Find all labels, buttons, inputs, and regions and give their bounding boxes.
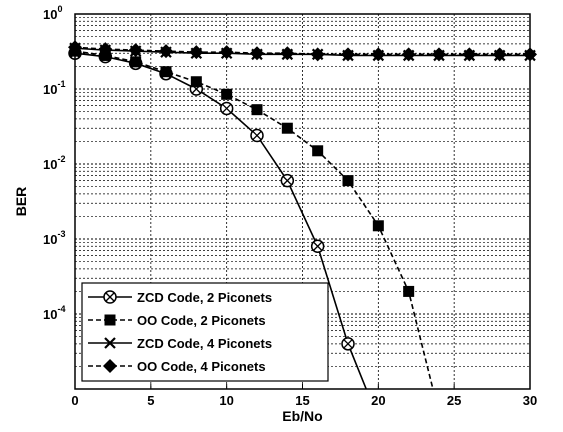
data-point: [221, 88, 233, 100]
data-point: [432, 47, 446, 62]
y-tick-label: 100: [43, 4, 62, 22]
legend-marker: [104, 314, 116, 326]
data-point: [310, 239, 325, 254]
data-point: [130, 56, 142, 68]
data-point: [160, 66, 172, 78]
legend-entry: ZCD Code, 4 Piconets: [88, 336, 272, 351]
data-point: [462, 47, 477, 62]
x-tick-label: 15: [295, 393, 309, 408]
y-tick-label: 10-3: [43, 229, 65, 247]
data-point: [250, 46, 264, 61]
data-point: [371, 47, 386, 62]
legend-entry: OO Code, 2 Piconets: [88, 313, 266, 328]
data-point: [281, 122, 293, 134]
y-axis-label: BER: [13, 187, 29, 217]
y-tick-label: 10-1: [43, 79, 65, 97]
data-point: [128, 43, 143, 58]
x-tick-label: 0: [71, 393, 78, 408]
data-point: [159, 44, 173, 59]
data-point: [492, 47, 507, 62]
data-point: [341, 47, 355, 62]
data-point: [280, 173, 295, 188]
series-4: [68, 40, 537, 62]
series-line: [74, 46, 530, 56]
data-point: [342, 175, 354, 187]
data-point: [189, 45, 204, 60]
x-tick-label: 20: [371, 393, 385, 408]
data-point: [341, 337, 355, 351]
legend-label: ZCD Code, 4 Piconets: [137, 336, 272, 351]
legend-items: ZCD Code, 2 Piconets OO Code, 2 Piconets Z…: [88, 290, 272, 374]
x-axis-label: Eb/No: [282, 408, 322, 424]
data-point: [403, 285, 415, 297]
y-tick-label: 10-4: [43, 304, 65, 322]
data-point: [190, 76, 202, 88]
x-axis-ticks: 0 5 10 15 20 25 30: [71, 384, 537, 408]
legend: ZCD Code, 2 Piconets OO Code, 2 Piconets Z…: [81, 282, 329, 382]
data-point: [372, 220, 384, 232]
legend-marker: [103, 359, 117, 373]
data-point: [312, 145, 324, 157]
legend-entry: ZCD Code, 2 Piconets: [88, 290, 272, 305]
series-layer: [68, 40, 537, 390]
legend-label: OO Code, 4 Piconets: [137, 359, 266, 374]
data-point: [219, 45, 234, 60]
x-tick-label: 10: [219, 393, 233, 408]
legend-entry: OO Code, 4 Piconets: [88, 359, 266, 374]
data-point: [219, 101, 234, 116]
legend-marker: [103, 290, 117, 304]
data-point: [310, 47, 325, 62]
data-point: [280, 46, 295, 61]
data-point: [251, 104, 263, 116]
data-point: [250, 128, 264, 143]
x-tick-label: 30: [523, 393, 537, 408]
legend-label: OO Code, 2 Piconets: [137, 313, 266, 328]
legend-label: ZCD Code, 2 Piconets: [137, 290, 272, 305]
legend-marker: [104, 337, 116, 349]
data-point: [98, 42, 113, 57]
y-axis-ticks: 100 10-1 10-2 10-3 10-4: [43, 4, 65, 322]
x-tick-label: 5: [147, 393, 154, 408]
legend-box: [81, 282, 329, 382]
x-tick-label: 25: [447, 393, 461, 408]
data-point: [401, 47, 416, 62]
y-tick-label: 10-2: [43, 154, 65, 172]
